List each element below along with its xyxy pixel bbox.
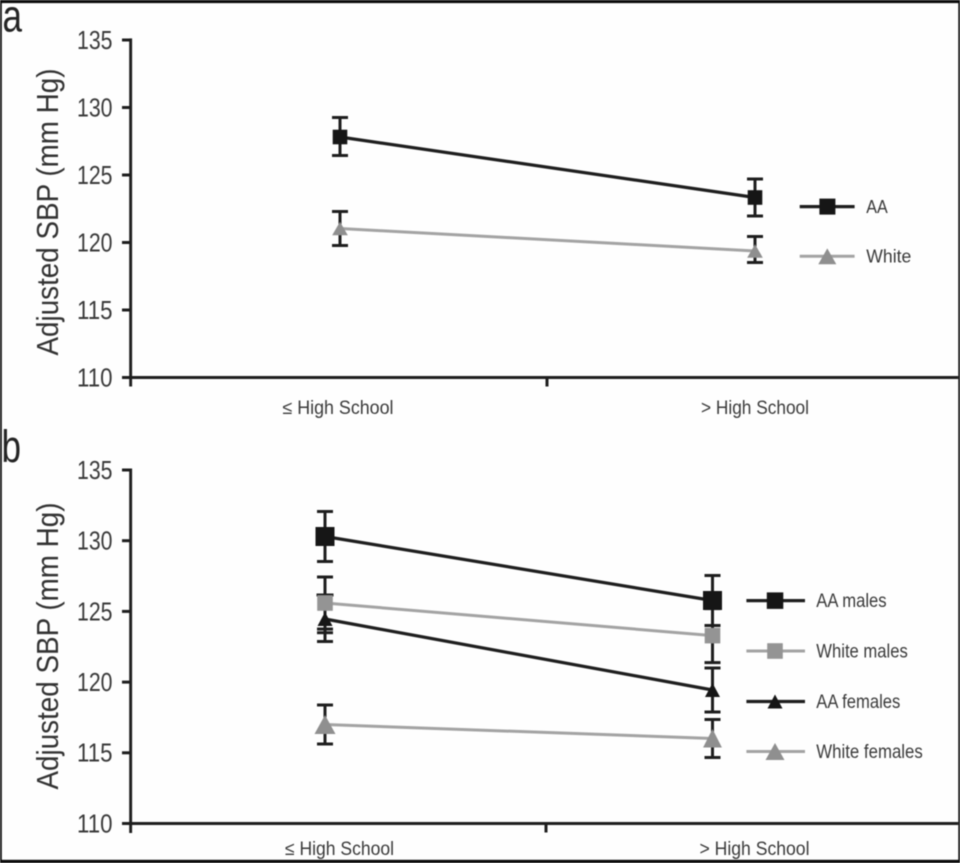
svg-text:Adjusted SBP (mm Hg): Adjusted SBP (mm Hg) [31,69,65,356]
svg-text:120: 120 [77,667,113,697]
svg-text:120: 120 [77,227,113,257]
svg-text:≤ High School: ≤ High School [285,839,394,860]
svg-text:135: 135 [77,455,113,485]
svg-text:> High School: > High School [700,839,810,860]
svg-text:AA: AA [866,197,888,217]
svg-text:> High School: > High School [701,398,809,419]
svg-text:White females: White females [816,741,923,763]
svg-text:AA males: AA males [816,590,887,612]
svg-text:a: a [3,0,23,42]
svg-text:Adjusted SBP (mm Hg): Adjusted SBP (mm Hg) [31,503,65,790]
svg-text:≤ High School: ≤ High School [283,398,394,419]
svg-text:125: 125 [77,596,113,626]
svg-text:White: White [866,246,911,266]
svg-text:130: 130 [77,92,113,122]
svg-text:115: 115 [77,738,113,768]
svg-text:135: 135 [77,25,113,55]
svg-text:125: 125 [77,160,113,190]
svg-text:110: 110 [77,808,113,838]
svg-text:White males: White males [816,641,908,663]
svg-text:110: 110 [77,362,113,392]
svg-text:b: b [2,421,22,472]
svg-text:115: 115 [77,295,113,325]
svg-text:AA females: AA females [816,691,900,713]
svg-text:130: 130 [77,526,113,556]
